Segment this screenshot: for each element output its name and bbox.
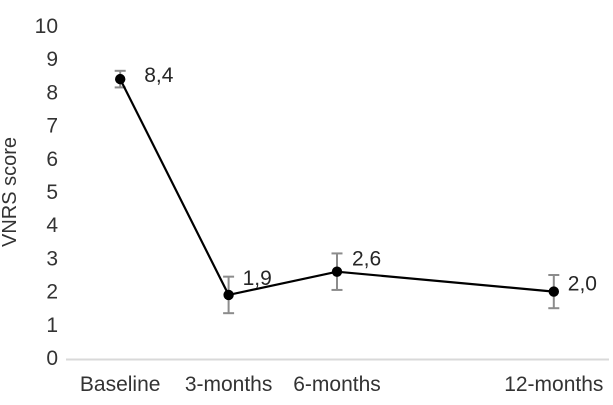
- y-tick-label: 4: [46, 214, 58, 237]
- y-tick-label: 9: [46, 48, 58, 71]
- x-axis-label: Baseline: [80, 373, 161, 396]
- data-point-label: 8,4: [144, 64, 174, 87]
- x-axis-label: 6-months: [293, 373, 381, 396]
- y-tick-label: 2: [46, 281, 58, 304]
- series-line: [119, 78, 554, 297]
- y-tick-label: 7: [46, 115, 58, 138]
- data-point-marker: [331, 266, 343, 277]
- y-axis-title: VNRS score: [0, 137, 21, 247]
- y-tick-label: 5: [46, 181, 58, 204]
- y-tick-label: 8: [46, 81, 58, 104]
- data-point-marker: [115, 73, 126, 85]
- y-tick-label: 10: [35, 15, 58, 38]
- y-tick-label: 1: [46, 314, 58, 337]
- data-labels-layer: 8,4 1,9 2,6 2,0: [144, 64, 597, 295]
- data-point-label: 2,6: [352, 248, 381, 271]
- y-tick-label: 0: [46, 347, 58, 370]
- y-tick-label: 3: [46, 247, 58, 270]
- y-tick-label: 6: [46, 148, 58, 171]
- x-axis-label: 3-months: [185, 373, 273, 396]
- axis-layer: 0 1 2 3 4 5 6 7 8 9 10 Baseline 3-months 6-months 12-m…: [35, 15, 609, 396]
- data-point-label: 2,0: [568, 273, 597, 296]
- x-axis-label: 12-months: [504, 373, 603, 396]
- data-point-marker: [223, 289, 234, 301]
- data-point-label: 1,9: [243, 267, 272, 290]
- data-point-marker: [548, 286, 559, 297]
- series-layer: [115, 73, 559, 301]
